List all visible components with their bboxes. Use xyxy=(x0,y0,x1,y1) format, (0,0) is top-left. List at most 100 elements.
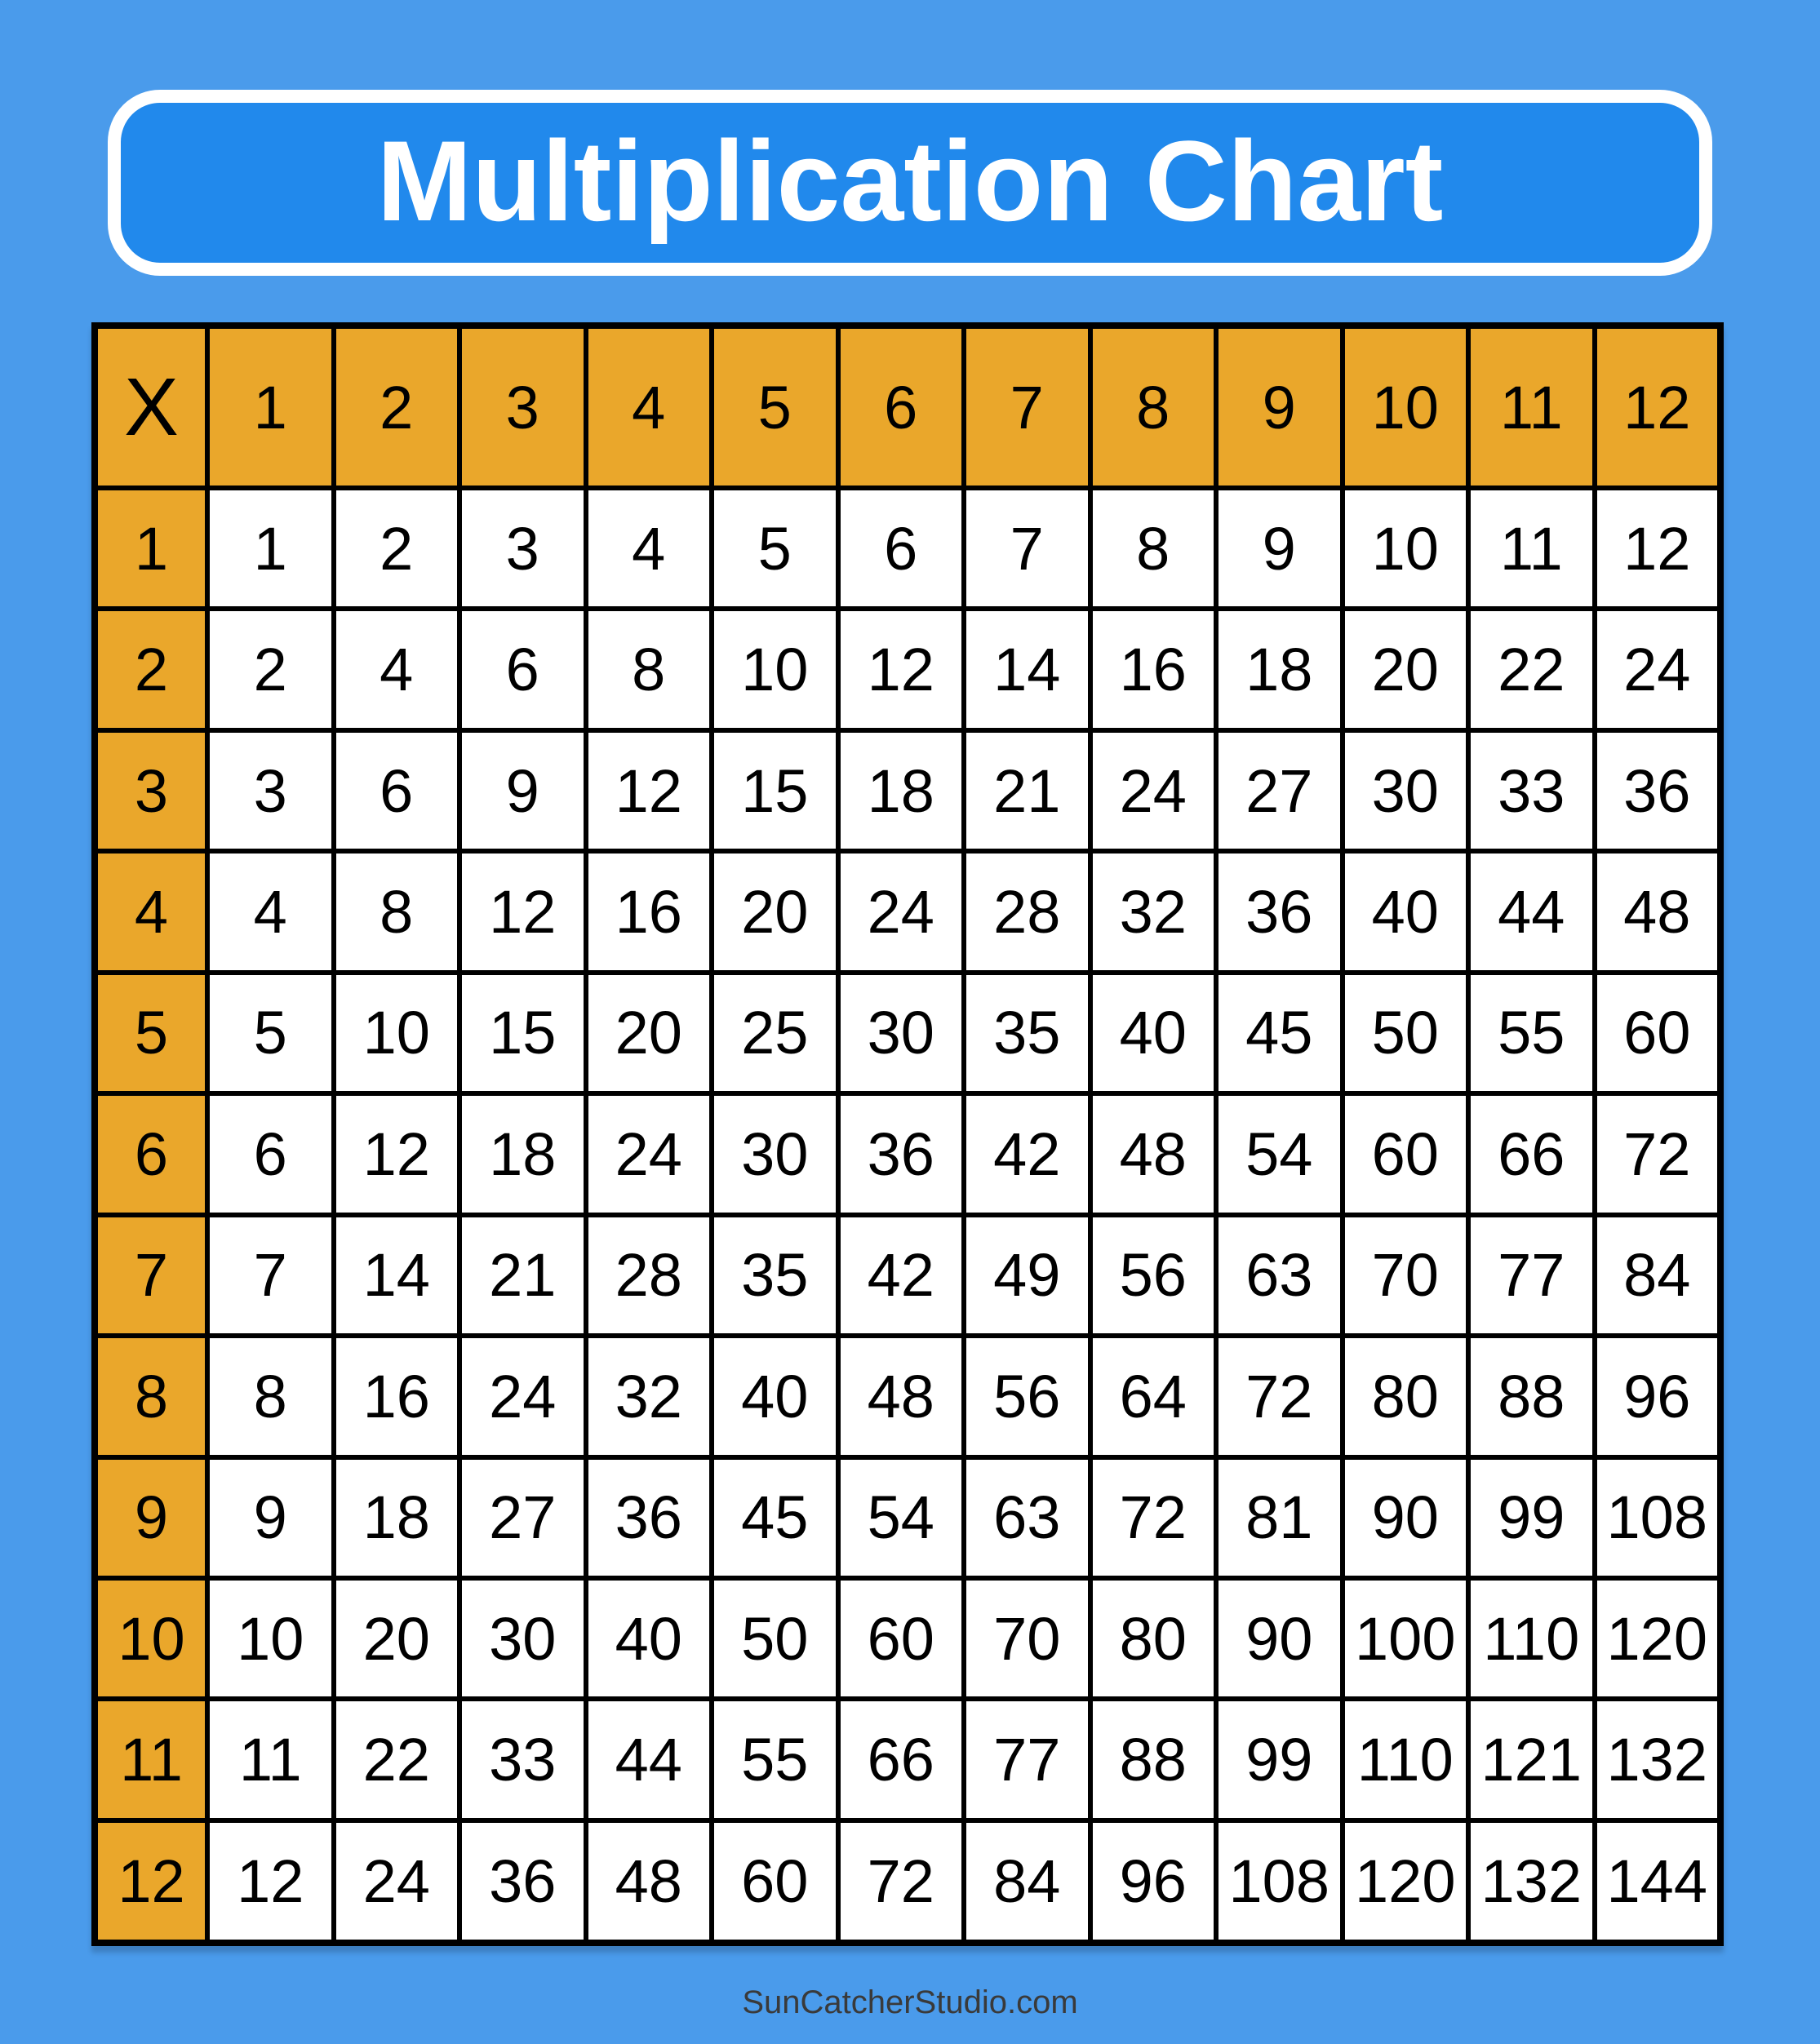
product-cell: 24 xyxy=(835,849,966,975)
product-cell: 42 xyxy=(835,1212,966,1339)
product-cell: 1 xyxy=(205,486,336,612)
product-cell: 4 xyxy=(331,606,462,733)
product-cell: 64 xyxy=(1087,1333,1219,1460)
product-cell: 10 xyxy=(205,1575,336,1702)
product-cell: 99 xyxy=(1466,1454,1597,1581)
table-row: 8 8 16 24 32 40 48 56 64 72 80 88 96 xyxy=(92,1333,1723,1460)
product-cell: 9 xyxy=(1214,486,1345,612)
product-cell: 66 xyxy=(1466,1091,1597,1217)
product-cell: 72 xyxy=(1214,1333,1345,1460)
product-cell: 48 xyxy=(583,1817,714,1946)
product-cell: 12 xyxy=(1591,486,1723,612)
product-cell: 70 xyxy=(961,1575,1093,1702)
product-cell: 49 xyxy=(961,1212,1093,1339)
product-cell: 18 xyxy=(1214,606,1345,733)
column-header-cell: 6 xyxy=(835,322,966,491)
product-cell: 30 xyxy=(835,969,966,1097)
product-cell: 77 xyxy=(1466,1212,1597,1339)
product-cell: 28 xyxy=(583,1212,714,1339)
product-cell: 36 xyxy=(457,1817,588,1946)
product-cell: 66 xyxy=(835,1696,966,1823)
product-cell: 6 xyxy=(205,1091,336,1217)
product-cell: 12 xyxy=(205,1817,336,1946)
product-cell: 18 xyxy=(835,727,966,854)
product-cell: 40 xyxy=(709,1333,841,1460)
row-header-cell: 7 xyxy=(92,1212,210,1339)
table-row: 7 7 14 21 28 35 42 49 56 63 70 77 84 xyxy=(92,1212,1723,1339)
column-header-cell: 10 xyxy=(1339,322,1471,491)
product-cell: 100 xyxy=(1339,1575,1471,1702)
product-cell: 44 xyxy=(1466,849,1597,975)
product-cell: 60 xyxy=(1591,969,1723,1097)
column-header-cell: 8 xyxy=(1087,322,1219,491)
product-cell: 90 xyxy=(1339,1454,1471,1581)
product-cell: 40 xyxy=(1339,849,1471,975)
table-row: 4 4 8 12 16 20 24 28 32 36 40 44 48 xyxy=(92,849,1723,975)
product-cell: 6 xyxy=(457,606,588,733)
product-cell: 50 xyxy=(1339,969,1471,1097)
product-cell: 56 xyxy=(1087,1212,1219,1339)
product-cell: 88 xyxy=(1466,1333,1597,1460)
product-cell: 20 xyxy=(583,969,714,1097)
product-cell: 30 xyxy=(457,1575,588,1702)
product-cell: 132 xyxy=(1591,1696,1723,1823)
product-cell: 12 xyxy=(457,849,588,975)
product-cell: 16 xyxy=(331,1333,462,1460)
product-cell: 96 xyxy=(1591,1333,1723,1460)
product-cell: 45 xyxy=(709,1454,841,1581)
product-cell: 40 xyxy=(583,1575,714,1702)
column-header-cell: 4 xyxy=(583,322,714,491)
product-cell: 6 xyxy=(835,486,966,612)
product-cell: 28 xyxy=(961,849,1093,975)
product-cell: 50 xyxy=(709,1575,841,1702)
product-cell: 15 xyxy=(709,727,841,854)
product-cell: 24 xyxy=(583,1091,714,1217)
row-header-cell: 9 xyxy=(92,1454,210,1581)
product-cell: 63 xyxy=(1214,1212,1345,1339)
product-cell: 36 xyxy=(1214,849,1345,975)
product-cell: 10 xyxy=(1339,486,1471,612)
product-cell: 80 xyxy=(1087,1575,1219,1702)
column-header-cell: 7 xyxy=(961,322,1093,491)
product-cell: 88 xyxy=(1087,1696,1219,1823)
product-cell: 36 xyxy=(835,1091,966,1217)
product-cell: 77 xyxy=(961,1696,1093,1823)
product-cell: 80 xyxy=(1339,1333,1471,1460)
product-cell: 84 xyxy=(961,1817,1093,1946)
row-header-cell: 5 xyxy=(92,969,210,1097)
product-cell: 16 xyxy=(1087,606,1219,733)
column-header-cell: 3 xyxy=(457,322,588,491)
product-cell: 25 xyxy=(709,969,841,1097)
row-header-cell: 8 xyxy=(92,1333,210,1460)
product-cell: 20 xyxy=(709,849,841,975)
product-cell: 9 xyxy=(457,727,588,854)
product-cell: 22 xyxy=(331,1696,462,1823)
product-cell: 121 xyxy=(1466,1696,1597,1823)
product-cell: 48 xyxy=(1591,849,1723,975)
row-header-cell: 2 xyxy=(92,606,210,733)
product-cell: 48 xyxy=(835,1333,966,1460)
product-cell: 16 xyxy=(583,849,714,975)
row-header-cell: 12 xyxy=(92,1817,210,1946)
product-cell: 108 xyxy=(1214,1817,1345,1946)
multiplication-grid-container: X 1 2 3 4 5 6 7 8 9 10 11 12 1 1 2 3 4 5 6 7 8 9 10 11 12 2 2 4 6 8 10 1… xyxy=(91,322,1724,1946)
product-cell: 4 xyxy=(205,849,336,975)
product-cell: 72 xyxy=(1087,1454,1219,1581)
product-cell: 2 xyxy=(331,486,462,612)
product-cell: 110 xyxy=(1466,1575,1597,1702)
product-cell: 35 xyxy=(961,969,1093,1097)
product-cell: 14 xyxy=(331,1212,462,1339)
footer-credit: SunCatcherStudio.com xyxy=(742,1984,1078,2020)
product-cell: 90 xyxy=(1214,1575,1345,1702)
product-cell: 27 xyxy=(457,1454,588,1581)
product-cell: 60 xyxy=(1339,1091,1471,1217)
product-cell: 12 xyxy=(331,1091,462,1217)
product-cell: 33 xyxy=(457,1696,588,1823)
table-row: 12 12 24 36 48 60 72 84 96 108 120 132 144 xyxy=(92,1817,1723,1946)
product-cell: 20 xyxy=(331,1575,462,1702)
product-cell: 63 xyxy=(961,1454,1093,1581)
row-header-cell: 10 xyxy=(92,1575,210,1702)
product-cell: 108 xyxy=(1591,1454,1723,1581)
product-cell: 3 xyxy=(205,727,336,854)
column-header-cell: 11 xyxy=(1466,322,1597,491)
